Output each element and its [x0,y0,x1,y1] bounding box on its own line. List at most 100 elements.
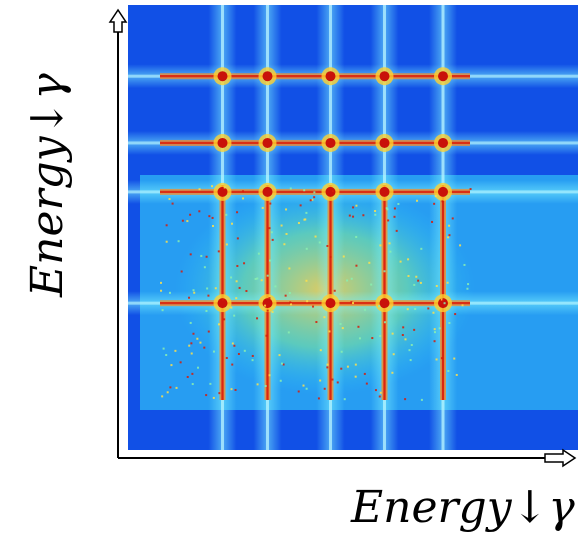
speckle [217,323,220,326]
hotspot-0-3 [217,71,228,82]
speckle [235,297,238,300]
hotspot-2-1 [325,186,336,197]
speckle [355,204,358,207]
speckle [431,220,434,223]
speckle [270,231,273,234]
speckle [368,261,371,264]
speckle [383,270,386,273]
speckle [434,195,437,198]
speckle [305,247,308,250]
speckle [383,321,386,324]
speckle [378,305,381,308]
speckle [230,388,233,391]
speckle [230,276,233,279]
speckle [305,387,308,390]
speckle [166,391,169,394]
speckle [406,308,409,311]
speckle [271,238,274,241]
speckle [165,354,168,357]
speckle [355,235,358,238]
speckle [355,264,358,267]
speckle [225,213,228,216]
vertical-peak-core-3 [383,185,386,400]
speckle [326,366,329,369]
speckle [265,334,268,337]
speckle [350,301,353,304]
speckle [417,279,420,282]
speckle [289,301,292,304]
speckle [260,279,263,282]
speckle [205,255,208,258]
speckle [203,266,206,269]
speckle [336,381,339,384]
coincidence-hotspots [160,67,472,401]
speckle [455,373,458,376]
speckle [435,358,438,361]
speckle [352,206,355,209]
speckle [174,349,177,352]
speckle [271,310,274,313]
hotspot-1-0 [262,298,273,309]
speckle [459,244,462,247]
speckle [297,222,300,225]
speckle [433,328,436,331]
speckle [266,309,269,312]
speckle [440,357,443,360]
speckle [319,379,322,382]
speckle [323,387,326,390]
hotspot-4-0 [438,298,448,309]
speckle [189,253,192,256]
speckle [446,281,449,284]
speckle [256,277,259,280]
speckle [443,302,446,305]
speckle [199,341,202,344]
speckle [233,314,236,317]
speckle [198,188,201,191]
speckle [205,309,208,312]
vertical-peak-core-0 [221,185,224,400]
speckle [354,375,357,378]
speckle [192,332,195,335]
horizontal-peak-core-0 [160,301,470,305]
speckle [413,328,416,331]
speckle [203,346,206,349]
speckle [243,349,246,352]
speckle [342,255,345,258]
speckle [435,285,438,288]
speckle [357,325,360,328]
speckle [289,187,292,190]
hotspot-2-2 [325,137,336,148]
speckle [169,386,172,389]
speckle [391,332,394,335]
speckle [319,349,322,352]
speckle [407,275,410,278]
x-axis-arrow [544,448,577,468]
hotspot-1-3 [262,71,273,82]
speckle [170,364,173,367]
speckle [309,199,312,202]
speckle [211,185,214,188]
speckle [448,322,451,325]
speckle [175,386,178,389]
speckle [362,214,365,217]
speckle [207,294,210,297]
speckle [230,306,233,309]
hotspot-1-2 [262,137,273,148]
speckle [305,279,308,282]
speckle [303,189,306,192]
speckle [410,343,413,346]
speckle [454,313,457,316]
speckle [223,318,226,321]
speckle [420,398,423,401]
speckle [241,190,244,193]
speckle [180,270,183,273]
speckle [237,352,240,355]
speckle [385,207,388,210]
speckle [198,210,201,213]
speckle [161,309,164,312]
speckle [305,211,308,214]
speckle [467,283,470,286]
hotspot-3-2 [379,137,390,148]
